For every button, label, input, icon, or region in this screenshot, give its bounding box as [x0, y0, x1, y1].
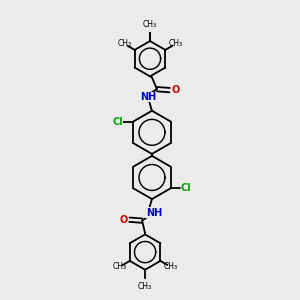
Text: NH: NH — [146, 208, 162, 218]
Text: Cl: Cl — [181, 183, 192, 193]
Text: O: O — [119, 215, 128, 225]
Text: NH: NH — [140, 92, 156, 102]
Text: Cl: Cl — [112, 116, 123, 127]
Text: CH₃: CH₃ — [112, 262, 127, 271]
Text: CH₃: CH₃ — [138, 281, 152, 290]
Text: CH₃: CH₃ — [164, 262, 178, 271]
Text: CH₃: CH₃ — [168, 40, 183, 49]
Text: CH₃: CH₃ — [117, 40, 132, 49]
Text: CH₃: CH₃ — [143, 20, 157, 29]
Text: O: O — [171, 85, 180, 95]
